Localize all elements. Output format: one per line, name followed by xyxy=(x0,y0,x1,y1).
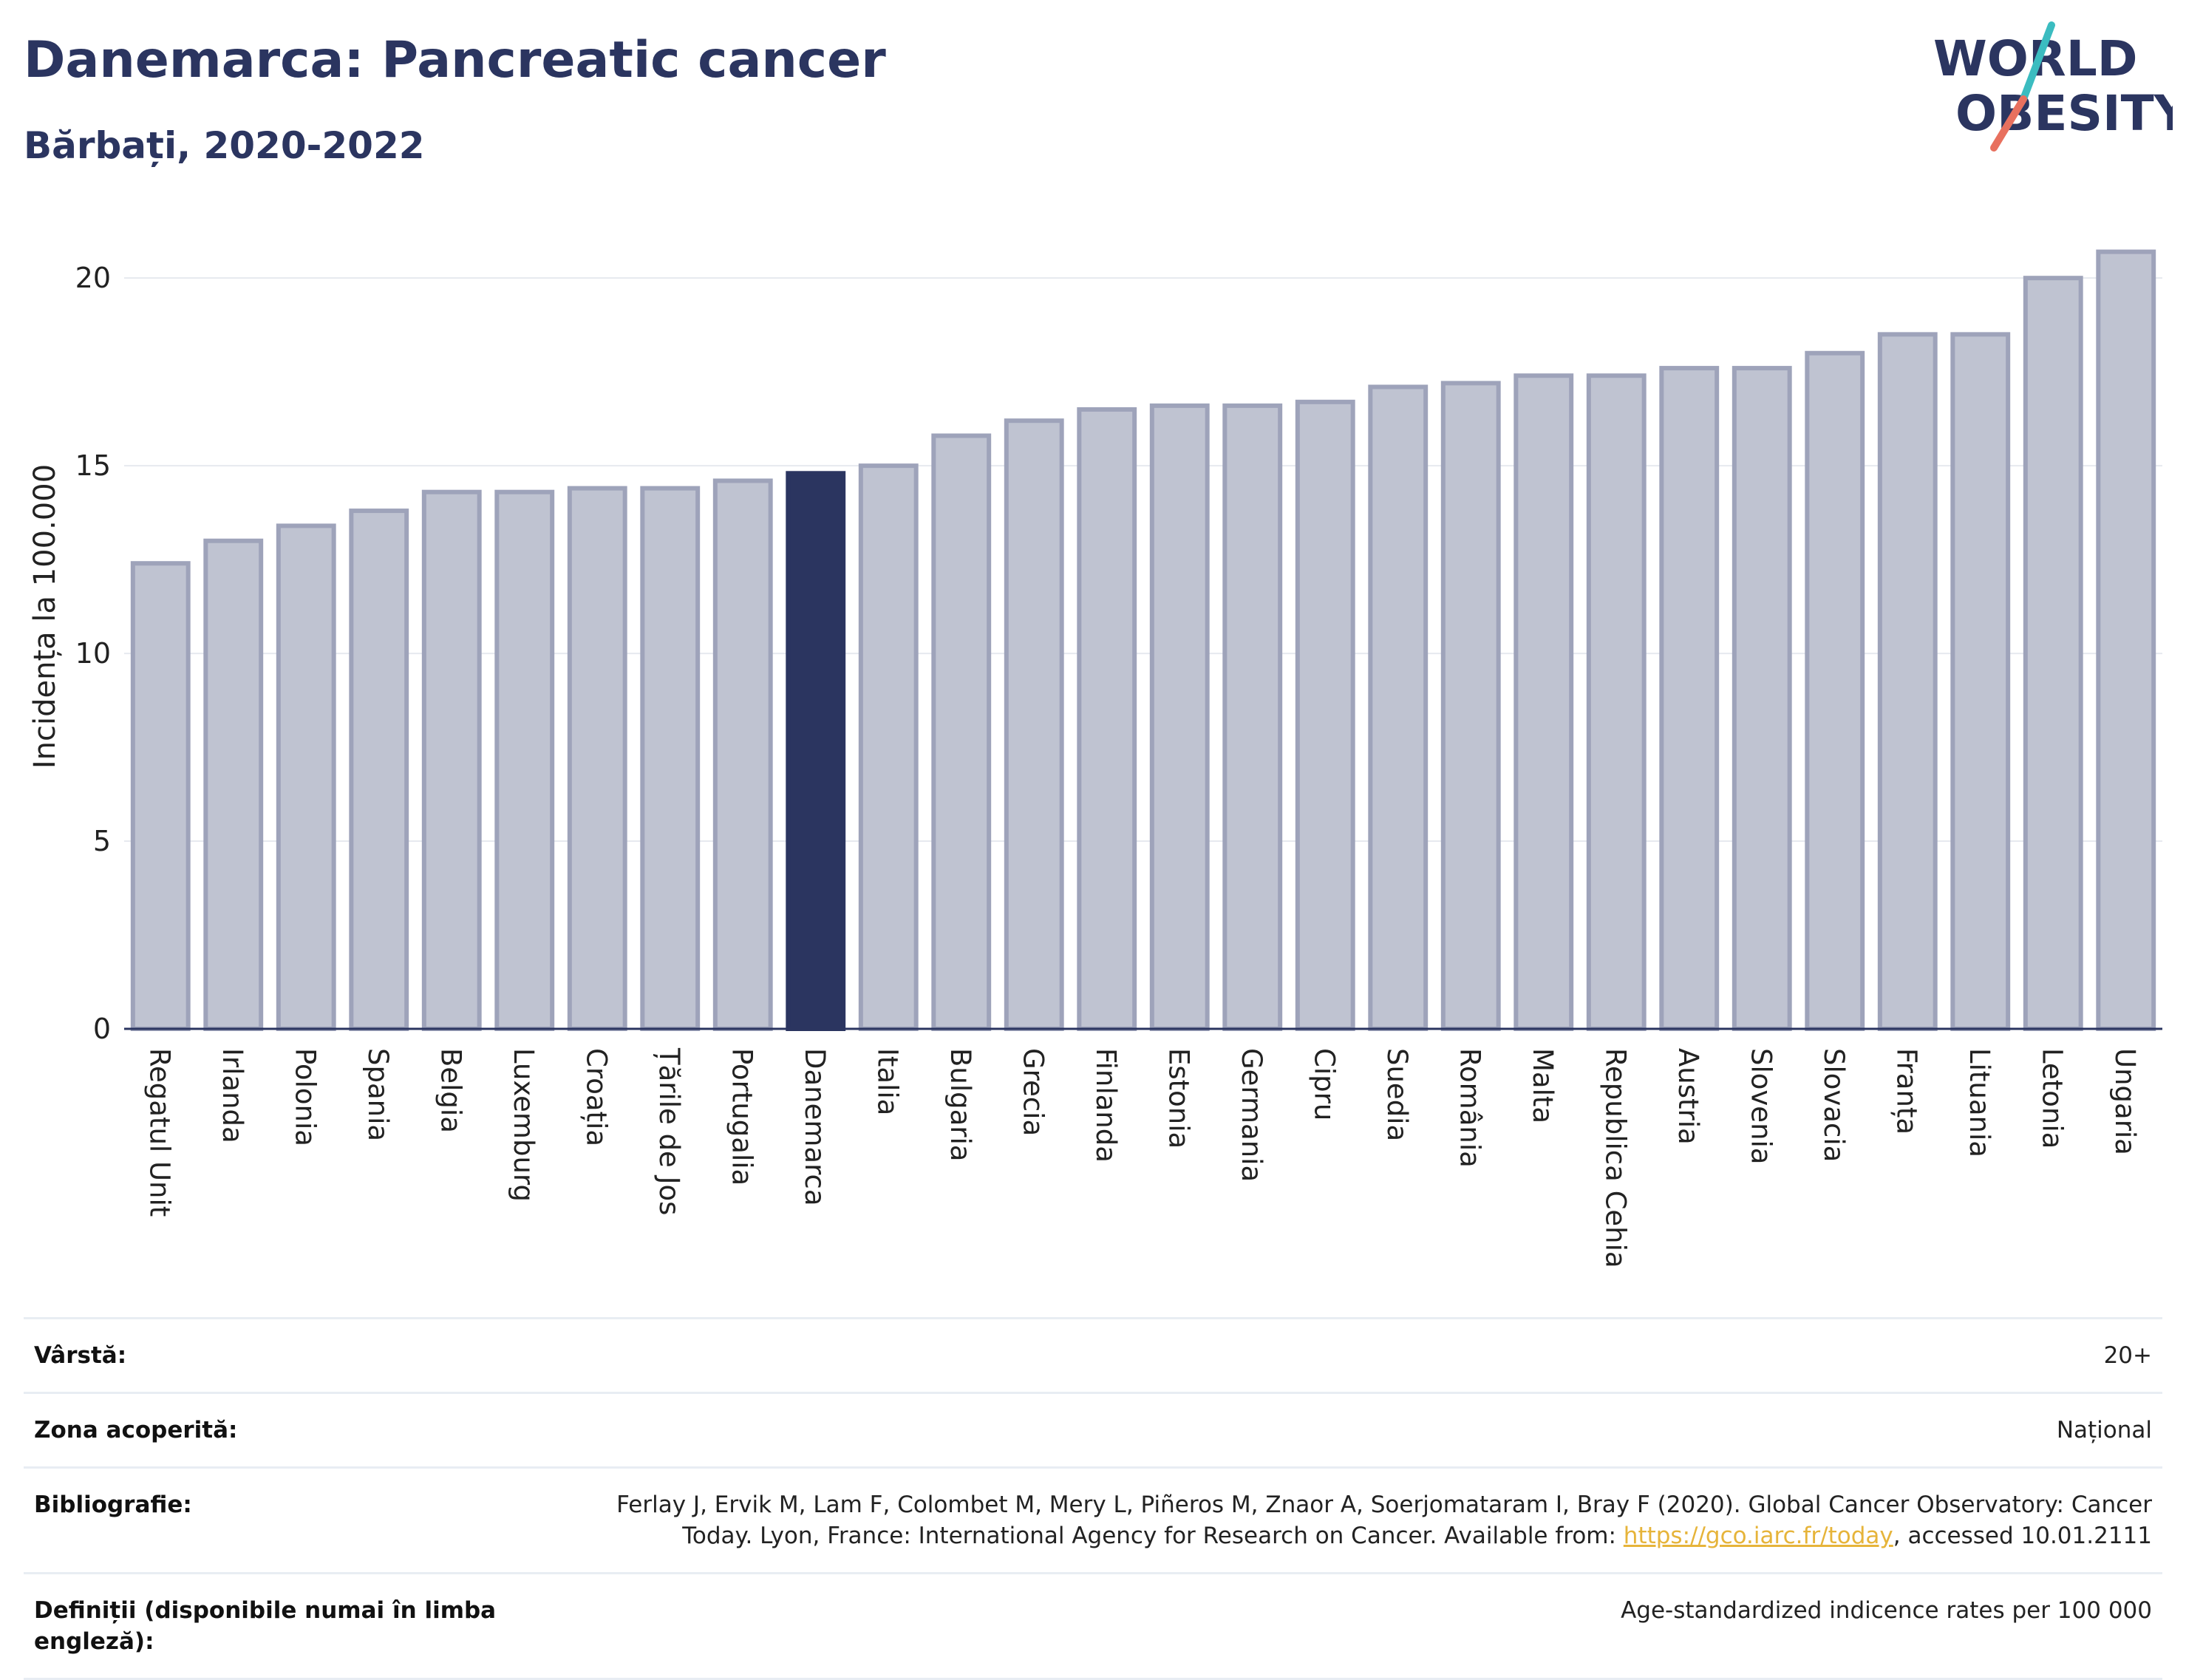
y-tick-label: 15 xyxy=(75,449,111,482)
x-tick-label: Cipru xyxy=(1308,1048,1340,1120)
chart-title: Danemarca: Pancreatic cancer xyxy=(24,31,886,89)
axes: 0 5 10 15 20 Regatul Unit Irlanda Polonia Spania… xyxy=(75,262,2162,1268)
x-tick-label: Spania xyxy=(362,1048,394,1141)
bibliography-accessed: , accessed 10.01.2111 xyxy=(1893,1523,2152,1549)
x-tick-label: Grecia xyxy=(1017,1048,1049,1136)
bar-bulgaria[interactable] xyxy=(931,433,992,1031)
x-tick-label: Regatul Unit xyxy=(143,1048,175,1217)
info-row-area: Zona acoperită: Național xyxy=(24,1392,2162,1466)
bibliography-link[interactable]: https://gco.iarc.fr/today xyxy=(1623,1523,1893,1549)
area-value: Național xyxy=(2056,1417,2152,1443)
x-tick-label: Estonia xyxy=(1162,1048,1194,1149)
x-tick-label: Suedia xyxy=(1381,1048,1413,1141)
bar-croația[interactable] xyxy=(567,486,627,1031)
x-tick-label: Țările de Jos xyxy=(653,1047,685,1215)
y-tick-label: 0 xyxy=(93,1013,111,1045)
bar-finlanda[interactable] xyxy=(1077,407,1137,1031)
bar-lituania[interactable] xyxy=(1950,332,2011,1032)
x-tick-label: Irlanda xyxy=(217,1048,248,1143)
logo-slash-coral xyxy=(1990,95,2027,152)
definitions-value: Age-standardized indicence rates per 100… xyxy=(1621,1597,2152,1624)
bar-luxemburg[interactable] xyxy=(494,489,555,1031)
x-tick-label: Italia xyxy=(871,1048,903,1115)
bar-țările-de-jos[interactable] xyxy=(640,486,701,1031)
x-tick-label: Franța xyxy=(1890,1048,1922,1135)
x-tick-label: Malta xyxy=(1527,1048,1559,1123)
bar-spania[interactable] xyxy=(349,509,409,1031)
x-tick-label: Belgia xyxy=(435,1048,466,1133)
x-tick-label: Croația xyxy=(580,1048,612,1146)
y-tick-label: 5 xyxy=(93,825,111,857)
x-tick-label: România xyxy=(1454,1048,1485,1168)
bibliography-label: Bibliografie: xyxy=(34,1492,192,1518)
bar-românia[interactable] xyxy=(1440,381,1501,1031)
definitions-label: Definiții (disponibile numai în limba en… xyxy=(34,1597,497,1655)
x-tick-label: Bulgaria xyxy=(944,1048,976,1161)
bar-letonia[interactable] xyxy=(2023,276,2083,1031)
bar-germania[interactable] xyxy=(1222,403,1283,1031)
bar-malta[interactable] xyxy=(1513,373,1574,1031)
y-tick-label: 20 xyxy=(75,262,111,294)
bar-ungaria[interactable] xyxy=(2096,249,2156,1031)
x-tick-label: Portugalia xyxy=(726,1048,757,1186)
bar-italia[interactable] xyxy=(858,463,919,1031)
bar-austria[interactable] xyxy=(1659,366,1720,1031)
age-value: 20+ xyxy=(2103,1342,2152,1369)
bar-polonia[interactable] xyxy=(276,523,336,1031)
y-axis-label: Incidența la 100.000 xyxy=(28,464,62,769)
bar-chart: 0 5 10 15 20 Regatul Unit Irlanda Polonia Spania… xyxy=(28,249,2162,1268)
bars xyxy=(130,249,2156,1032)
bar-portugalia[interactable] xyxy=(712,478,773,1031)
world-obesity-logo: WORLD OBESITY xyxy=(1933,21,2173,152)
bar-slovacia[interactable] xyxy=(1805,350,1865,1031)
x-tick-label: Luxemburg xyxy=(508,1048,539,1202)
x-tick-label: Letonia xyxy=(2036,1048,2068,1149)
bar-estonia[interactable] xyxy=(1149,403,1210,1031)
y-tick-label: 10 xyxy=(75,637,111,670)
x-tick-label: Ungaria xyxy=(2109,1048,2141,1155)
bar-danemarca[interactable] xyxy=(786,471,846,1031)
bar-belgia[interactable] xyxy=(421,489,482,1031)
x-tick-label: Finlanda xyxy=(1090,1048,1122,1163)
x-tick-label: Austria xyxy=(1672,1048,1704,1145)
bar-republica-cehia[interactable] xyxy=(1586,373,1647,1031)
chart-subtitle: Bărbați, 2020-2022 xyxy=(24,124,425,167)
bar-slovenia[interactable] xyxy=(1732,366,1792,1031)
bar-cipru[interactable] xyxy=(1295,399,1355,1031)
info-row-age: Vârstă: 20+ xyxy=(24,1317,2162,1392)
logo-line2: OBESITY xyxy=(1955,85,2173,142)
x-tick-label: Slovenia xyxy=(1745,1048,1777,1164)
bar-irlanda[interactable] xyxy=(203,538,264,1031)
x-tick-label: Polonia xyxy=(289,1048,321,1146)
logo-slash-teal xyxy=(2020,21,2055,103)
bar-suedia[interactable] xyxy=(1368,384,1429,1031)
info-table: Vârstă: 20+ Zona acoperită: Național Bib… xyxy=(24,1317,2162,1680)
bibliography-value: Ferlay J, Ervik M, Lam F, Colombet M, Me… xyxy=(600,1489,2152,1551)
x-tick-label: Germania xyxy=(1236,1048,1267,1182)
bibliography-text: Ferlay J, Ervik M, Lam F, Colombet M, Me… xyxy=(616,1492,2152,1549)
bar-regatul-unit[interactable] xyxy=(130,561,191,1031)
x-tick-label: Lituania xyxy=(1964,1048,1995,1157)
bar-grecia[interactable] xyxy=(1004,418,1064,1031)
x-tick-label: Slovacia xyxy=(1818,1048,1850,1162)
info-row-definitions: Definiții (disponibile numai în limba en… xyxy=(24,1572,2162,1680)
age-label: Vârstă: xyxy=(34,1342,127,1369)
x-tick-label: Republica Cehia xyxy=(1599,1048,1631,1268)
bar-franța[interactable] xyxy=(1877,332,1938,1032)
info-row-bibliography: Bibliografie: Ferlay J, Ervik M, Lam F, … xyxy=(24,1466,2162,1572)
x-tick-label: Danemarca xyxy=(799,1048,831,1206)
area-label: Zona acoperită: xyxy=(34,1417,238,1443)
